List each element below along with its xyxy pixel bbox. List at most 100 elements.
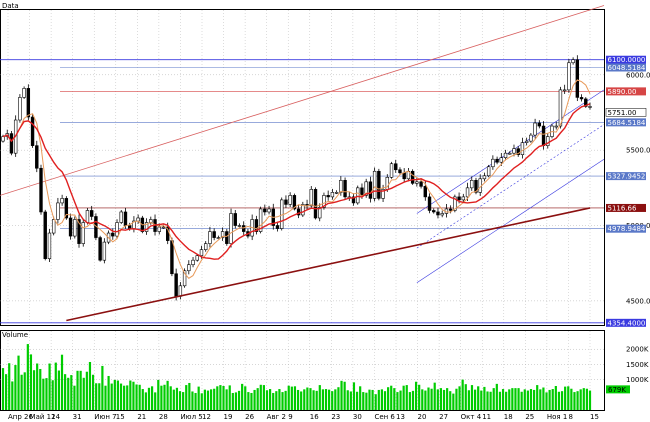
volume-bar — [135, 384, 138, 410]
volume-bar — [76, 370, 79, 410]
level-label: 6100.0000 — [606, 55, 646, 64]
candle — [89, 205, 94, 221]
volume-bar — [393, 388, 396, 410]
candle — [187, 260, 191, 275]
channel-mid — [416, 124, 605, 249]
x-tick-label: 20 — [418, 413, 427, 421]
volume-bar — [408, 392, 411, 410]
volume-bar — [436, 389, 439, 410]
volume-bar — [20, 374, 23, 410]
volume-bar — [483, 386, 486, 410]
volume-bar — [48, 363, 51, 410]
volume-bar — [355, 391, 359, 410]
volume-bar — [259, 384, 262, 410]
candle — [43, 209, 47, 261]
volume-bar — [548, 389, 551, 410]
candle — [30, 114, 35, 148]
candle — [512, 144, 516, 157]
candle — [503, 149, 508, 161]
volume-bar — [517, 388, 520, 410]
candle — [254, 215, 259, 235]
svg-text:5327.9452: 5327.9452 — [608, 173, 646, 181]
volume-bar — [511, 388, 514, 410]
x-tick-label: 18 — [504, 413, 513, 421]
volume-bar — [545, 392, 548, 410]
volume-y-axis: 679K 2000K 1500K 1000K — [606, 346, 649, 394]
volume-bar — [73, 385, 76, 410]
volume-bar — [588, 390, 592, 410]
volume-bar — [368, 389, 371, 410]
candle — [119, 210, 123, 225]
candle — [9, 131, 14, 156]
long-trend-line — [0, 5, 605, 196]
candle — [372, 167, 377, 202]
volume-bar — [324, 389, 328, 410]
volume-bar — [300, 391, 303, 410]
volume-bar — [585, 388, 588, 410]
x-tick-label: Май 11 — [30, 413, 56, 421]
x-tick-label: Авг 2 — [267, 413, 286, 421]
volume-bar — [306, 387, 309, 410]
svg-text:679K: 679K — [608, 386, 626, 394]
x-tick-label: 12 — [202, 413, 211, 421]
volume-bar — [8, 363, 11, 410]
volume-bar — [175, 387, 179, 410]
candle — [47, 228, 52, 263]
x-tick-label: Окт 4 — [461, 413, 482, 421]
volume-bar — [17, 355, 20, 410]
channel-lower — [416, 158, 605, 284]
volume-bar — [539, 389, 542, 410]
volume-bar — [576, 391, 579, 410]
channel-upper — [416, 89, 605, 214]
candle — [229, 208, 233, 248]
candle — [22, 86, 26, 99]
volume-bar — [150, 386, 154, 410]
candle — [275, 221, 280, 232]
svg-text:6100.0000: 6100.0000 — [608, 56, 646, 64]
volume-bar — [144, 392, 147, 410]
volume-bar — [79, 370, 82, 410]
volume-bar — [303, 389, 306, 410]
svg-text:5684.5184: 5684.5184 — [608, 119, 646, 127]
volume-bar — [250, 392, 253, 410]
volume-bar — [14, 365, 17, 410]
volume-bar — [132, 381, 135, 410]
volume-bar — [414, 381, 418, 410]
volume-bar — [579, 389, 582, 410]
candle — [326, 190, 330, 201]
candle — [516, 145, 520, 157]
volume-bar — [287, 385, 290, 410]
x-tick-label: Апр 26 — [8, 413, 33, 421]
x-tick-label: 23 — [331, 413, 340, 421]
volume-bar — [442, 389, 446, 410]
volume-bar — [542, 387, 545, 410]
candle — [461, 193, 466, 203]
volume-bar — [237, 390, 241, 410]
volume-bar — [95, 383, 98, 410]
candle — [486, 164, 491, 178]
volume-bar — [141, 389, 144, 410]
volume-bar — [334, 389, 337, 410]
volume-bar — [70, 375, 73, 410]
level-label: 5684.5184 — [606, 118, 646, 127]
candle — [330, 188, 335, 200]
ma-fast-line — [2, 79, 591, 279]
volume-bar — [477, 386, 480, 410]
volume-bar — [23, 372, 26, 410]
volume-bar — [551, 389, 554, 410]
volume-bar — [178, 391, 182, 410]
candle — [427, 193, 432, 214]
volume-bar — [203, 389, 206, 410]
x-tick-label: 9 — [288, 413, 292, 421]
volume-panel-frame — [0, 330, 605, 411]
volume-bar — [5, 374, 8, 410]
volume-bars — [1, 344, 592, 410]
volume-bar — [1, 368, 5, 410]
candle — [263, 204, 267, 216]
volume-bar — [399, 390, 402, 410]
candle — [554, 121, 558, 130]
price-candles — [1, 55, 592, 301]
volume-bar — [486, 391, 489, 410]
x-tick-label: Сен 6 — [374, 413, 395, 421]
volume-bar — [163, 384, 166, 410]
